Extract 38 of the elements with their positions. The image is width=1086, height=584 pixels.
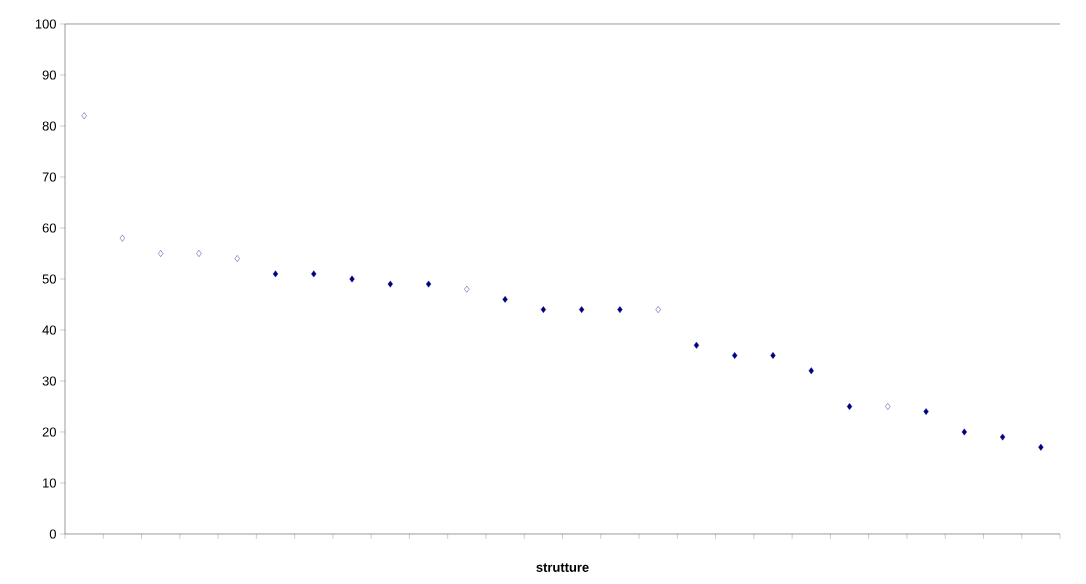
point bbox=[540, 306, 546, 313]
point bbox=[923, 408, 929, 415]
point bbox=[579, 306, 585, 313]
point bbox=[693, 341, 700, 349]
y-tick-label: 70 bbox=[42, 172, 56, 182]
point bbox=[119, 234, 126, 242]
point bbox=[770, 352, 776, 359]
point bbox=[196, 250, 202, 257]
point bbox=[349, 275, 355, 283]
point bbox=[846, 403, 853, 410]
point bbox=[502, 296, 508, 303]
point bbox=[1000, 433, 1006, 441]
y-tick-label: 10 bbox=[43, 478, 56, 488]
point bbox=[387, 280, 393, 288]
point bbox=[425, 280, 432, 288]
point bbox=[272, 270, 279, 278]
point bbox=[81, 112, 87, 120]
y-tick-label: 80 bbox=[42, 121, 56, 131]
point bbox=[617, 306, 623, 313]
x-axis-title: strutture bbox=[536, 563, 589, 572]
y-tick-label: 30 bbox=[42, 376, 56, 386]
y-tick-label: 40 bbox=[42, 325, 56, 335]
y-tick-label: 0 bbox=[49, 529, 56, 539]
y-tick-label: 90 bbox=[42, 70, 56, 80]
point bbox=[1038, 443, 1044, 451]
point bbox=[234, 255, 240, 262]
point bbox=[158, 250, 164, 257]
y-tick-label: 100 bbox=[35, 19, 56, 29]
point bbox=[885, 403, 891, 410]
point bbox=[311, 270, 317, 278]
point bbox=[732, 352, 738, 359]
point bbox=[655, 306, 661, 313]
point bbox=[464, 285, 470, 293]
y-tick-label: 60 bbox=[42, 223, 56, 233]
point bbox=[961, 428, 967, 436]
y-tick-label: 50 bbox=[42, 274, 56, 284]
y-tick-label: 20 bbox=[42, 427, 56, 437]
point bbox=[808, 367, 814, 375]
